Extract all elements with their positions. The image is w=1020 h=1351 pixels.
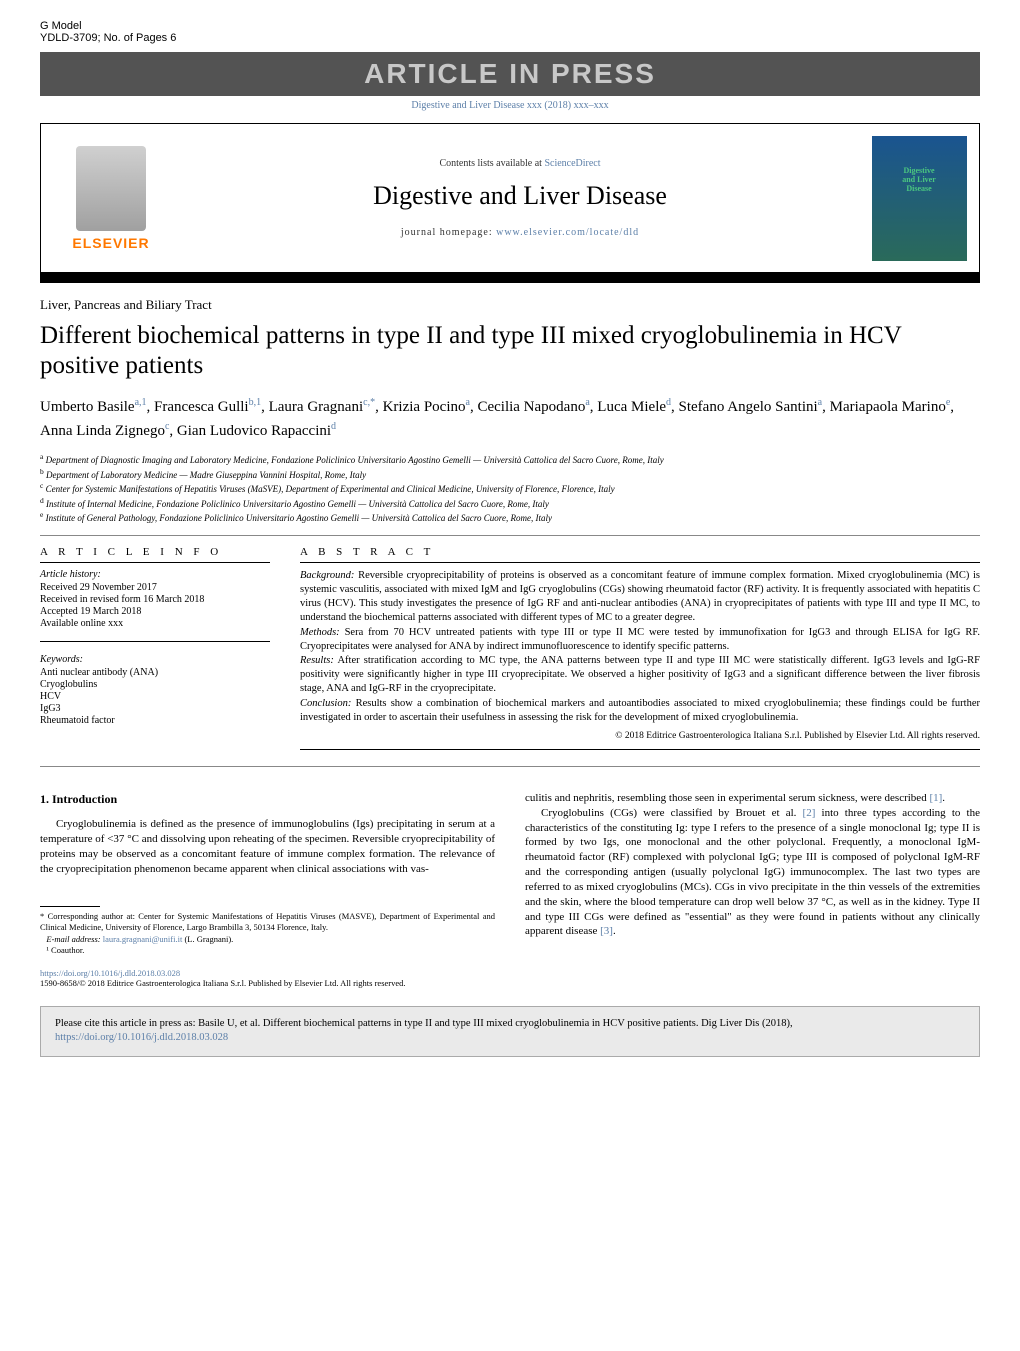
- col2-p2-a: Cryoglobulins (CGs) were classified by B…: [541, 807, 803, 819]
- affiliation: c Center for Systemic Manifestations of …: [40, 481, 980, 496]
- copyright: © 2018 Editrice Gastroenterologica Itali…: [300, 731, 980, 741]
- col2-p1-b: .: [942, 792, 945, 804]
- left-column: 1. Introduction Cryoglobulinemia is defi…: [40, 791, 495, 956]
- issn-line: 1590-8658/© 2018 Editrice Gastroenterolo…: [40, 978, 406, 988]
- black-bar: [40, 273, 980, 283]
- bg-label: Background:: [300, 570, 354, 581]
- revised: Received in revised form 16 March 2018: [40, 594, 270, 605]
- coauthor-note: ¹ Coauthor.: [40, 945, 495, 956]
- article-title: Different biochemical patterns in type I…: [40, 321, 980, 381]
- bg-text: Reversible cryoprecipitability of protei…: [300, 570, 980, 624]
- section-label: Liver, Pancreas and Biliary Tract: [40, 297, 980, 313]
- divider-2: [40, 766, 980, 767]
- cite-url[interactable]: https://doi.org/10.1016/j.dld.2018.03.02…: [55, 1032, 228, 1043]
- corr-author: * Corresponding author at: Center for Sy…: [40, 911, 495, 933]
- footnote-rule: [40, 906, 100, 907]
- affiliation: e Institute of General Pathology, Fondaz…: [40, 510, 980, 525]
- email-person: (L. Gragnani).: [182, 934, 233, 944]
- g-model-label: G Model: [40, 20, 176, 32]
- contents-line: Contents lists available at ScienceDirec…: [439, 158, 600, 169]
- abstract-bottom-line: [300, 749, 980, 750]
- info-underline: [40, 562, 270, 563]
- citation-link[interactable]: Digestive and Liver Disease xxx (2018) x…: [411, 100, 608, 111]
- keyword: Rheumatoid factor: [40, 715, 270, 726]
- elsevier-text: ELSEVIER: [72, 235, 149, 251]
- journal-header-box: ELSEVIER Contents lists available at Sci…: [40, 123, 980, 273]
- accepted: Accepted 19 March 2018: [40, 606, 270, 617]
- article-ref: YDLD-3709; No. of Pages 6: [40, 32, 176, 44]
- abstract: a b s t r a c t Background: Reversible c…: [300, 546, 980, 756]
- conclusion-label: Conclusion:: [300, 698, 351, 709]
- journal-title: Digestive and Liver Disease: [373, 181, 667, 211]
- divider: [40, 535, 980, 536]
- email-line: E-mail address: laura.gragnani@unifi.it …: [40, 934, 495, 945]
- citation-line: Digestive and Liver Disease xxx (2018) x…: [40, 100, 980, 111]
- cover-text: Digestiveand LiverDisease: [902, 166, 936, 193]
- coauthor-text: ¹ Coauthor.: [46, 945, 84, 955]
- col2-p2-b: into three types according to the charac…: [525, 807, 980, 938]
- elsevier-logo: ELSEVIER: [41, 124, 181, 272]
- intro-heading: 1. Introduction: [40, 791, 495, 807]
- sciencedirect-link[interactable]: ScienceDirect: [544, 158, 600, 169]
- top-bar: G Model YDLD-3709; No. of Pages 6: [40, 20, 980, 44]
- col2-p2: Cryoglobulins (CGs) were classified by B…: [525, 806, 980, 940]
- elsevier-tree-icon: [76, 146, 146, 231]
- keyword: IgG3: [40, 703, 270, 714]
- ref-3[interactable]: [3]: [600, 925, 613, 937]
- conclusion-text: Results show a combination of biochemica…: [300, 698, 980, 723]
- keyword: Cryoglobulins: [40, 679, 270, 690]
- press-banner: ARTICLE IN PRESS: [40, 52, 980, 96]
- col2-p2-c: .: [613, 925, 616, 937]
- doi-link[interactable]: https://doi.org/10.1016/j.dld.2018.03.02…: [40, 968, 180, 978]
- keywords-label: Keywords:: [40, 654, 270, 665]
- col2-p1-a: culitis and nephritis, resembling those …: [525, 792, 929, 804]
- homepage-url[interactable]: www.elsevier.com/locate/dld: [496, 227, 639, 238]
- journal-cover: Digestiveand LiverDisease: [859, 124, 979, 272]
- affiliation: b Department of Laboratory Medicine — Ma…: [40, 467, 980, 482]
- email-label: E-mail address:: [46, 934, 102, 944]
- article-info: a r t i c l e i n f o Article history: R…: [40, 546, 270, 756]
- online: Available online xxx: [40, 618, 270, 629]
- keywords-underline: [40, 641, 270, 642]
- affiliation: d Institute of Internal Medicine, Fondaz…: [40, 496, 980, 511]
- info-header: a r t i c l e i n f o: [40, 546, 270, 558]
- homepage-label: journal homepage:: [401, 227, 496, 238]
- cite-text: Please cite this article in press as: Ba…: [55, 1018, 793, 1029]
- authors: Umberto Basilea,1, Francesca Gullib,1, L…: [40, 395, 980, 442]
- header-center: Contents lists available at ScienceDirec…: [181, 124, 859, 272]
- keyword: Anti nuclear antibody (ANA): [40, 667, 270, 678]
- footnotes: * Corresponding author at: Center for Sy…: [40, 906, 495, 955]
- affiliations: a Department of Diagnostic Imaging and L…: [40, 452, 980, 525]
- methods-text: Sera from 70 HCV untreated patients with…: [300, 627, 980, 652]
- cover-image: Digestiveand LiverDisease: [872, 136, 967, 261]
- results-label: Results:: [300, 655, 334, 666]
- email-link[interactable]: laura.gragnani@unifi.it: [103, 934, 183, 944]
- content-columns: 1. Introduction Cryoglobulinemia is defi…: [40, 791, 980, 956]
- received: Received 29 November 2017: [40, 582, 270, 593]
- ref-1[interactable]: [1]: [929, 792, 942, 804]
- affiliation: a Department of Diagnostic Imaging and L…: [40, 452, 980, 467]
- info-abstract-row: a r t i c l e i n f o Article history: R…: [40, 546, 980, 756]
- right-column: culitis and nephritis, resembling those …: [525, 791, 980, 956]
- abstract-underline: [300, 562, 980, 563]
- intro-p1: Cryoglobulinemia is defined as the prese…: [40, 817, 495, 876]
- col2-p1: culitis and nephritis, resembling those …: [525, 791, 980, 806]
- cite-box: Please cite this article in press as: Ba…: [40, 1006, 980, 1057]
- results-text: After stratification according to MC typ…: [300, 655, 980, 694]
- keyword: HCV: [40, 691, 270, 702]
- contents-text: Contents lists available at: [439, 158, 544, 169]
- keywords-list: Anti nuclear antibody (ANA)Cryoglobulins…: [40, 667, 270, 726]
- abstract-header: a b s t r a c t: [300, 546, 980, 558]
- doi-block: https://doi.org/10.1016/j.dld.2018.03.02…: [40, 968, 980, 988]
- abstract-body: Background: Reversible cryoprecipitabili…: [300, 569, 980, 725]
- ref-2[interactable]: [2]: [803, 807, 816, 819]
- history-label: Article history:: [40, 569, 270, 580]
- journal-homepage: journal homepage: www.elsevier.com/locat…: [401, 227, 639, 238]
- methods-label: Methods:: [300, 627, 340, 638]
